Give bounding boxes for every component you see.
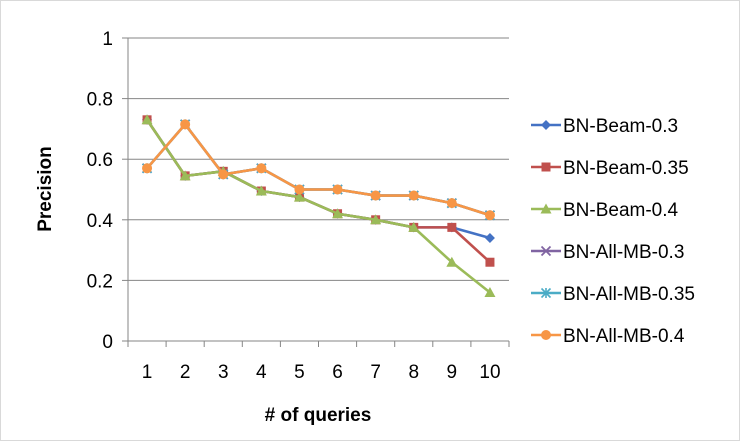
data-point xyxy=(294,184,305,195)
series-lines xyxy=(141,114,496,298)
data-point xyxy=(370,190,381,201)
x-tick-label: 6 xyxy=(332,362,343,383)
series-6 xyxy=(142,119,495,221)
x-tick-label: 7 xyxy=(370,362,381,383)
axes xyxy=(122,37,510,347)
x-tick-label: 4 xyxy=(256,362,267,383)
data-point xyxy=(484,210,495,221)
data-point xyxy=(446,256,458,267)
y-tick-label: 1 xyxy=(102,29,113,50)
x-tick-label: 5 xyxy=(294,362,305,383)
x-tick-label: 2 xyxy=(180,362,191,383)
data-point xyxy=(484,287,496,298)
y-tick-label: 0.6 xyxy=(87,150,113,171)
data-point xyxy=(370,214,382,225)
y-tick-label: 0.2 xyxy=(87,271,113,292)
x-tick-label: 10 xyxy=(479,362,500,383)
legend-entry: BN-Beam-0.4 xyxy=(531,200,679,221)
legend-marker xyxy=(540,245,552,257)
legend-label: BN-Beam-0.4 xyxy=(563,200,679,221)
series-3 xyxy=(141,114,496,298)
x-tick-labels: 1 2 3 4 5 6 7 8 9 10 xyxy=(142,362,501,383)
data-point xyxy=(142,163,153,174)
data-point xyxy=(408,221,420,232)
data-point xyxy=(408,190,419,201)
legend-entry: BN-All-MB-0.3 xyxy=(531,242,684,263)
x-axis-title: # of queries xyxy=(265,405,372,426)
data-point xyxy=(180,119,191,130)
series-line xyxy=(145,119,491,294)
data-point xyxy=(218,169,229,180)
legend-entry: BN-All-MB-0.4 xyxy=(531,326,685,347)
x-tick-label: 1 xyxy=(142,362,153,383)
data-point xyxy=(446,198,457,209)
legend-label: BN-Beam-0.3 xyxy=(563,116,678,137)
y-tick-label: 0.8 xyxy=(87,90,113,111)
data-point xyxy=(255,185,267,196)
legend-entry: BN-All-MB-0.35 xyxy=(531,284,695,305)
legend-label: BN-All-MB-0.4 xyxy=(563,326,685,347)
legend-marker xyxy=(541,162,551,172)
data-point xyxy=(256,163,267,174)
legend-label: BN-Beam-0.35 xyxy=(563,158,689,179)
data-point xyxy=(179,170,191,181)
data-point xyxy=(293,191,305,202)
data-point xyxy=(447,222,457,232)
legend: BN-Beam-0.3 BN-Beam-0.35 BN-Beam-0.4 BN-All… xyxy=(531,116,695,347)
y-axis-title: Precision xyxy=(35,146,56,232)
x-tick-label: 3 xyxy=(218,362,229,383)
legend-label: BN-All-MB-0.35 xyxy=(563,284,695,305)
data-point xyxy=(141,114,153,125)
y-tick-label: 0 xyxy=(102,332,113,353)
gridlines xyxy=(128,37,509,281)
data-point xyxy=(332,208,344,219)
legend-marker xyxy=(541,120,551,130)
legend-marker xyxy=(540,287,552,299)
series-1 xyxy=(142,114,495,243)
x-tick-label: 9 xyxy=(447,362,458,383)
legend-entry: BN-Beam-0.35 xyxy=(531,158,689,179)
y-tick-labels: 0 0.2 0.4 0.6 0.8 1 xyxy=(87,29,114,353)
legend-marker xyxy=(540,203,552,214)
data-point xyxy=(485,257,495,267)
legend-entry: BN-Beam-0.3 xyxy=(531,116,678,137)
data-point xyxy=(332,184,343,195)
legend-marker xyxy=(541,330,551,340)
legend-label: BN-All-MB-0.3 xyxy=(563,242,684,263)
data-point xyxy=(484,232,495,243)
y-tick-label: 0.4 xyxy=(87,211,114,232)
x-tick-label: 8 xyxy=(408,362,419,383)
series-line xyxy=(146,123,491,217)
